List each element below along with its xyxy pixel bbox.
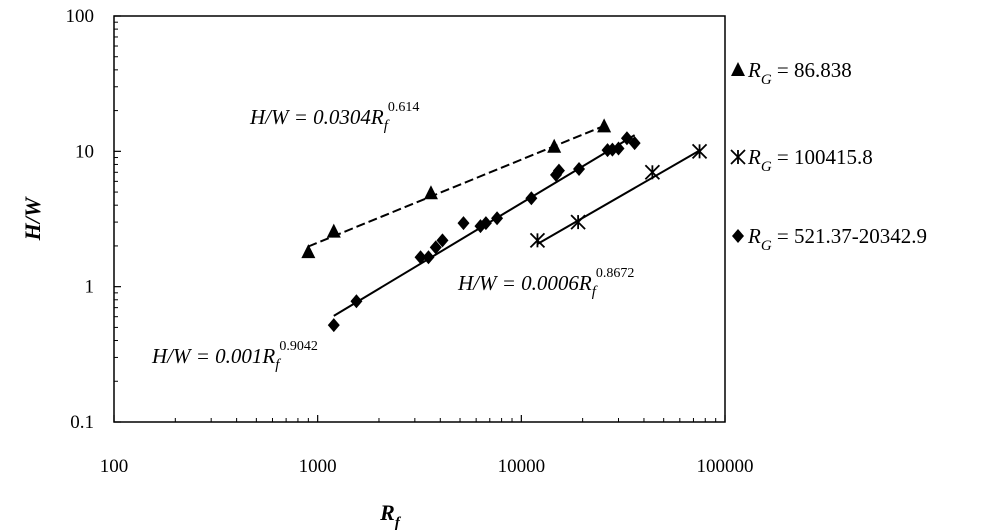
star-marker xyxy=(730,149,746,165)
legend-label: RG = 86.838 xyxy=(747,58,852,88)
y-tick-label: 100 xyxy=(66,6,95,27)
y-tick-label: 1 xyxy=(85,277,95,298)
star-marker xyxy=(691,143,708,159)
diamond-marker xyxy=(612,141,625,156)
x-tick-label: 100000 xyxy=(697,456,754,477)
fit-equation: H/W = 0.0304Rf0.614 xyxy=(249,100,419,134)
diamond-marker xyxy=(573,162,586,177)
diamond-marker xyxy=(491,211,504,226)
diamond-marker xyxy=(436,233,449,248)
star-marker xyxy=(529,232,546,248)
x-tick-label: 100 xyxy=(100,456,129,477)
x-tick-label: 10000 xyxy=(498,456,546,477)
y-tick-label: 10 xyxy=(75,141,94,162)
y-tick-label: 0.1 xyxy=(70,412,94,433)
diamond-marker xyxy=(552,163,565,178)
data-points xyxy=(301,118,708,333)
star-marker xyxy=(644,164,661,180)
diamond-marker xyxy=(628,136,641,151)
legend-label: RG = 521.37-20342.9 xyxy=(747,224,927,254)
fit-line xyxy=(307,124,605,248)
diamond-marker xyxy=(414,250,427,265)
triangle-marker xyxy=(731,62,745,76)
plot-area xyxy=(113,15,726,423)
triangle-marker xyxy=(301,244,316,259)
diamond-marker xyxy=(422,250,435,265)
fit-equation: H/W = 0.001Rf0.9042 xyxy=(151,339,318,373)
fit-line xyxy=(536,149,701,245)
diamond-marker xyxy=(479,216,492,231)
diamond-marker xyxy=(327,318,340,333)
diamond-marker xyxy=(525,191,538,206)
x-axis-title: Rf xyxy=(379,500,402,531)
axis-ticks: 100 1000 10000 100000 0.1 1 10 100 xyxy=(66,6,754,477)
triangle-marker xyxy=(326,223,341,238)
fit-annotations: H/W = 0.0304Rf0.614 H/W = 0.0006Rf0.8672 H… xyxy=(151,100,634,373)
triangle-marker xyxy=(423,185,438,200)
triangle-marker xyxy=(547,138,562,153)
diamond-marker xyxy=(732,229,744,243)
star-marker xyxy=(570,214,586,230)
legend: RG = 86.838 RG = 100415.8 RG = 521.37-2034… xyxy=(730,58,927,254)
x-tick-label: 1000 xyxy=(299,456,337,477)
diamond-marker xyxy=(429,240,442,255)
fit-equation: H/W = 0.0006Rf0.8672 xyxy=(457,266,634,300)
legend-label: RG = 100415.8 xyxy=(747,145,873,175)
triangle-marker xyxy=(597,118,612,133)
diamond-marker xyxy=(457,216,470,231)
diamond-marker xyxy=(350,294,363,309)
y-axis-title: H/W xyxy=(20,196,45,241)
